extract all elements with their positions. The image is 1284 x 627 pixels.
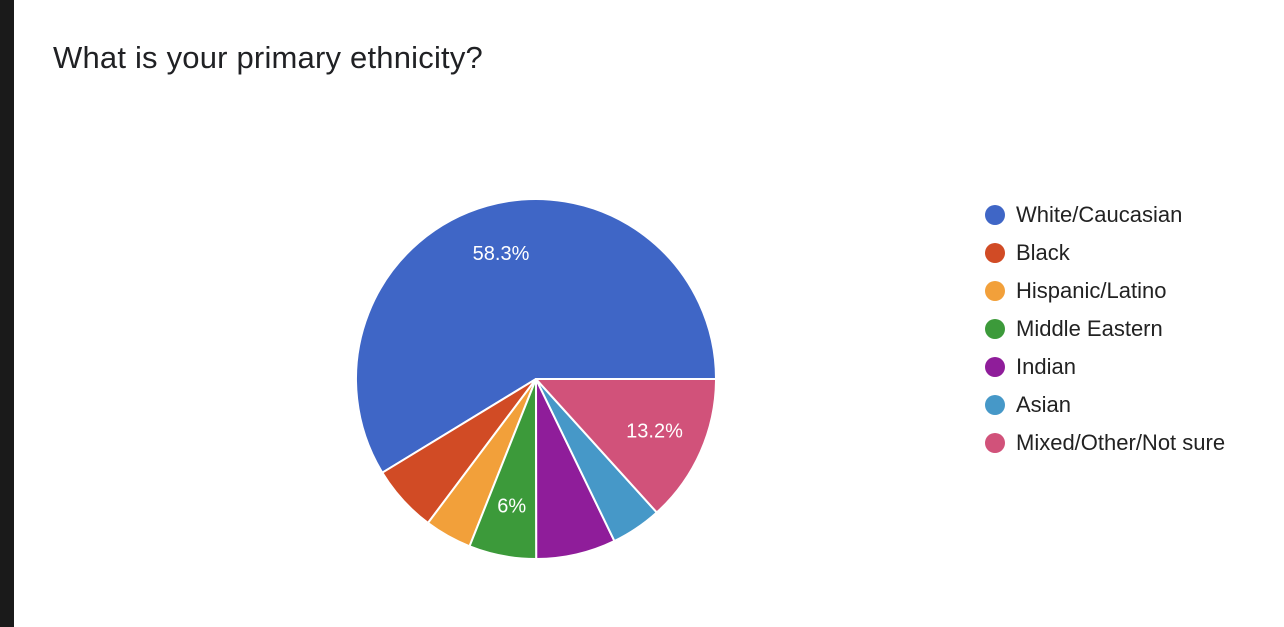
legend-item-asian[interactable]: Asian bbox=[985, 386, 1225, 424]
chart-card: What is your primary ethnicity? 58.3% 6% 1… bbox=[14, 0, 1284, 627]
legend-label: Black bbox=[1016, 240, 1070, 265]
data-label-white-caucasian: 58.3% bbox=[473, 243, 530, 265]
legend-swatch bbox=[985, 357, 1005, 377]
data-label-mixed-other-not-sure: 13.2% bbox=[626, 421, 683, 443]
legend-item-mixed-other-not-sure[interactable]: Mixed/Other/Not sure bbox=[985, 424, 1225, 462]
data-label-middle-eastern: 6% bbox=[497, 495, 526, 517]
legend-label: Indian bbox=[1016, 354, 1076, 379]
legend-item-black[interactable]: Black bbox=[985, 234, 1225, 272]
pie-slice-mixed-other-not-sure[interactable] bbox=[535, 378, 717, 514]
legend-label: White/Caucasian bbox=[1016, 202, 1183, 227]
legend-label: Hispanic/Latino bbox=[1016, 278, 1167, 303]
legend-swatch bbox=[985, 205, 1005, 225]
chart-legend: White/Caucasian Black Hispanic/Latino Middl… bbox=[985, 196, 1225, 462]
legend-label: Middle Eastern bbox=[1016, 316, 1163, 341]
legend-swatch bbox=[985, 281, 1005, 301]
legend-item-middle-eastern[interactable]: Middle Eastern bbox=[985, 310, 1225, 348]
legend-item-white-caucasian[interactable]: White/Caucasian bbox=[985, 196, 1225, 234]
legend-swatch bbox=[985, 433, 1005, 453]
legend-item-indian[interactable]: Indian bbox=[985, 348, 1225, 386]
pie-chart: 58.3% 6% 13.2% bbox=[355, 198, 717, 561]
pie-slice-white-caucasian[interactable] bbox=[355, 198, 717, 474]
legend-item-hispanic-latino[interactable]: Hispanic/Latino bbox=[985, 272, 1225, 310]
legend-swatch bbox=[985, 243, 1005, 263]
legend-label: Mixed/Other/Not sure bbox=[1016, 430, 1226, 455]
chart-title: What is your primary ethnicity? bbox=[53, 40, 483, 75]
legend-swatch bbox=[985, 319, 1005, 339]
legend-swatch bbox=[985, 395, 1005, 415]
legend-label: Asian bbox=[1016, 392, 1072, 417]
